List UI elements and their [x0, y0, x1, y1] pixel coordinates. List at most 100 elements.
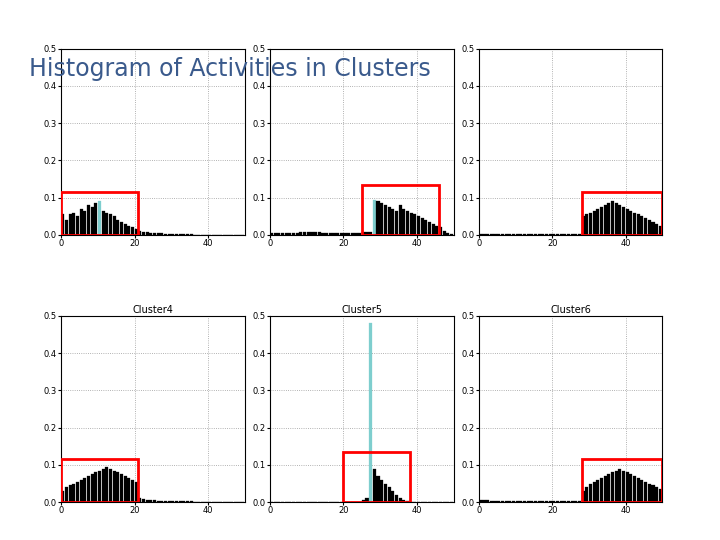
Bar [380, 203, 383, 235]
Text: 12: 12 [677, 9, 702, 26]
Bar [659, 489, 662, 502]
Bar [582, 491, 585, 502]
Bar [490, 234, 493, 235]
Bar [593, 482, 595, 502]
Bar [94, 203, 97, 235]
Bar [556, 501, 559, 502]
Bar [512, 234, 515, 235]
Bar [377, 476, 379, 502]
Bar [135, 230, 138, 235]
Bar [545, 234, 548, 235]
Bar [526, 234, 530, 235]
Bar [329, 233, 332, 235]
Bar [362, 501, 365, 502]
Bar [493, 234, 497, 235]
Bar [307, 232, 310, 235]
Bar [446, 233, 449, 235]
Bar [336, 233, 339, 235]
Bar [501, 234, 504, 235]
Bar [406, 501, 409, 502]
Bar [571, 501, 574, 502]
Bar [505, 234, 508, 235]
Bar [652, 222, 654, 235]
Bar [516, 501, 518, 502]
Bar [417, 217, 420, 235]
Bar [655, 487, 658, 502]
Bar [578, 234, 581, 235]
Bar [534, 501, 537, 502]
Bar [629, 211, 632, 235]
Bar [182, 234, 186, 235]
Bar [538, 501, 541, 502]
Bar [424, 220, 428, 235]
Bar [490, 501, 493, 502]
Bar [117, 472, 120, 502]
Bar [87, 205, 90, 235]
Bar [607, 474, 611, 502]
Bar [563, 234, 567, 235]
Bar [659, 226, 662, 235]
Bar [369, 232, 372, 235]
Bar [384, 205, 387, 235]
Bar [281, 233, 284, 235]
Bar [582, 192, 662, 235]
Bar [399, 498, 402, 502]
Bar [321, 233, 325, 235]
Bar [622, 470, 625, 502]
Bar [61, 491, 64, 502]
Bar [138, 498, 141, 502]
Bar [314, 232, 318, 235]
Bar [105, 467, 109, 502]
Bar [578, 501, 581, 502]
Bar [523, 234, 526, 235]
Bar [508, 501, 511, 502]
Bar [443, 231, 446, 235]
Bar [91, 474, 94, 502]
Bar [164, 234, 167, 235]
Bar [161, 501, 163, 502]
Bar [79, 209, 83, 235]
Bar [644, 482, 647, 502]
Bar [120, 222, 123, 235]
Bar [347, 233, 350, 235]
Bar [387, 487, 391, 502]
Bar [68, 485, 72, 502]
Bar [482, 234, 485, 235]
Bar [395, 495, 398, 502]
Bar [131, 480, 134, 502]
Bar [79, 480, 83, 502]
Bar [153, 233, 156, 235]
Bar [563, 501, 567, 502]
Bar [567, 501, 570, 502]
Bar [420, 218, 423, 235]
Bar [277, 233, 281, 235]
Bar [179, 234, 182, 235]
Bar [559, 234, 563, 235]
Bar [498, 501, 500, 502]
Bar [333, 233, 336, 235]
Bar [585, 214, 588, 235]
Bar [161, 233, 163, 235]
Bar [175, 234, 178, 235]
Bar [87, 476, 90, 502]
Bar [65, 220, 68, 235]
Bar [303, 232, 306, 235]
Bar [343, 233, 346, 235]
Bar [552, 501, 555, 502]
Bar [109, 214, 112, 235]
Bar [186, 234, 189, 235]
Bar [105, 213, 109, 235]
Bar [611, 472, 614, 502]
Bar [387, 207, 391, 235]
Bar [288, 233, 292, 235]
Bar [402, 209, 405, 235]
Bar [607, 203, 611, 235]
Bar [571, 234, 574, 235]
Bar [600, 478, 603, 502]
Bar [135, 482, 138, 502]
Bar [362, 232, 365, 235]
Bar [538, 234, 541, 235]
Bar [112, 470, 116, 502]
Bar [127, 478, 130, 502]
Bar [410, 213, 413, 235]
